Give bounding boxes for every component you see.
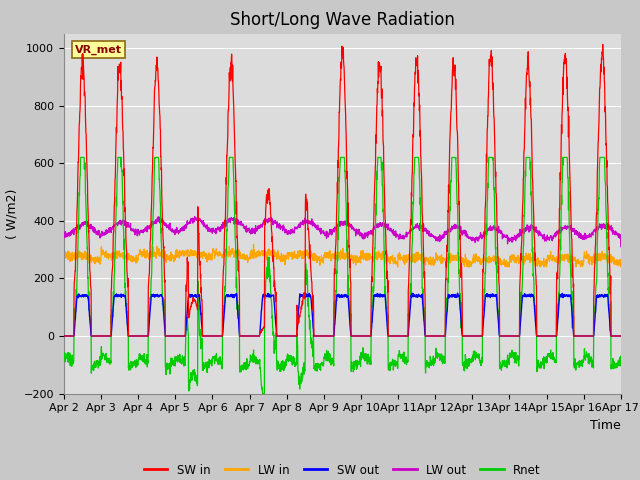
- Legend: SW in, LW in, SW out, LW out, Rnet: SW in, LW in, SW out, LW out, Rnet: [139, 459, 546, 480]
- Title: Short/Long Wave Radiation: Short/Long Wave Radiation: [230, 11, 455, 29]
- Text: VR_met: VR_met: [75, 44, 122, 55]
- Y-axis label: ( W/m2): ( W/m2): [5, 189, 18, 239]
- X-axis label: Time: Time: [590, 419, 621, 432]
